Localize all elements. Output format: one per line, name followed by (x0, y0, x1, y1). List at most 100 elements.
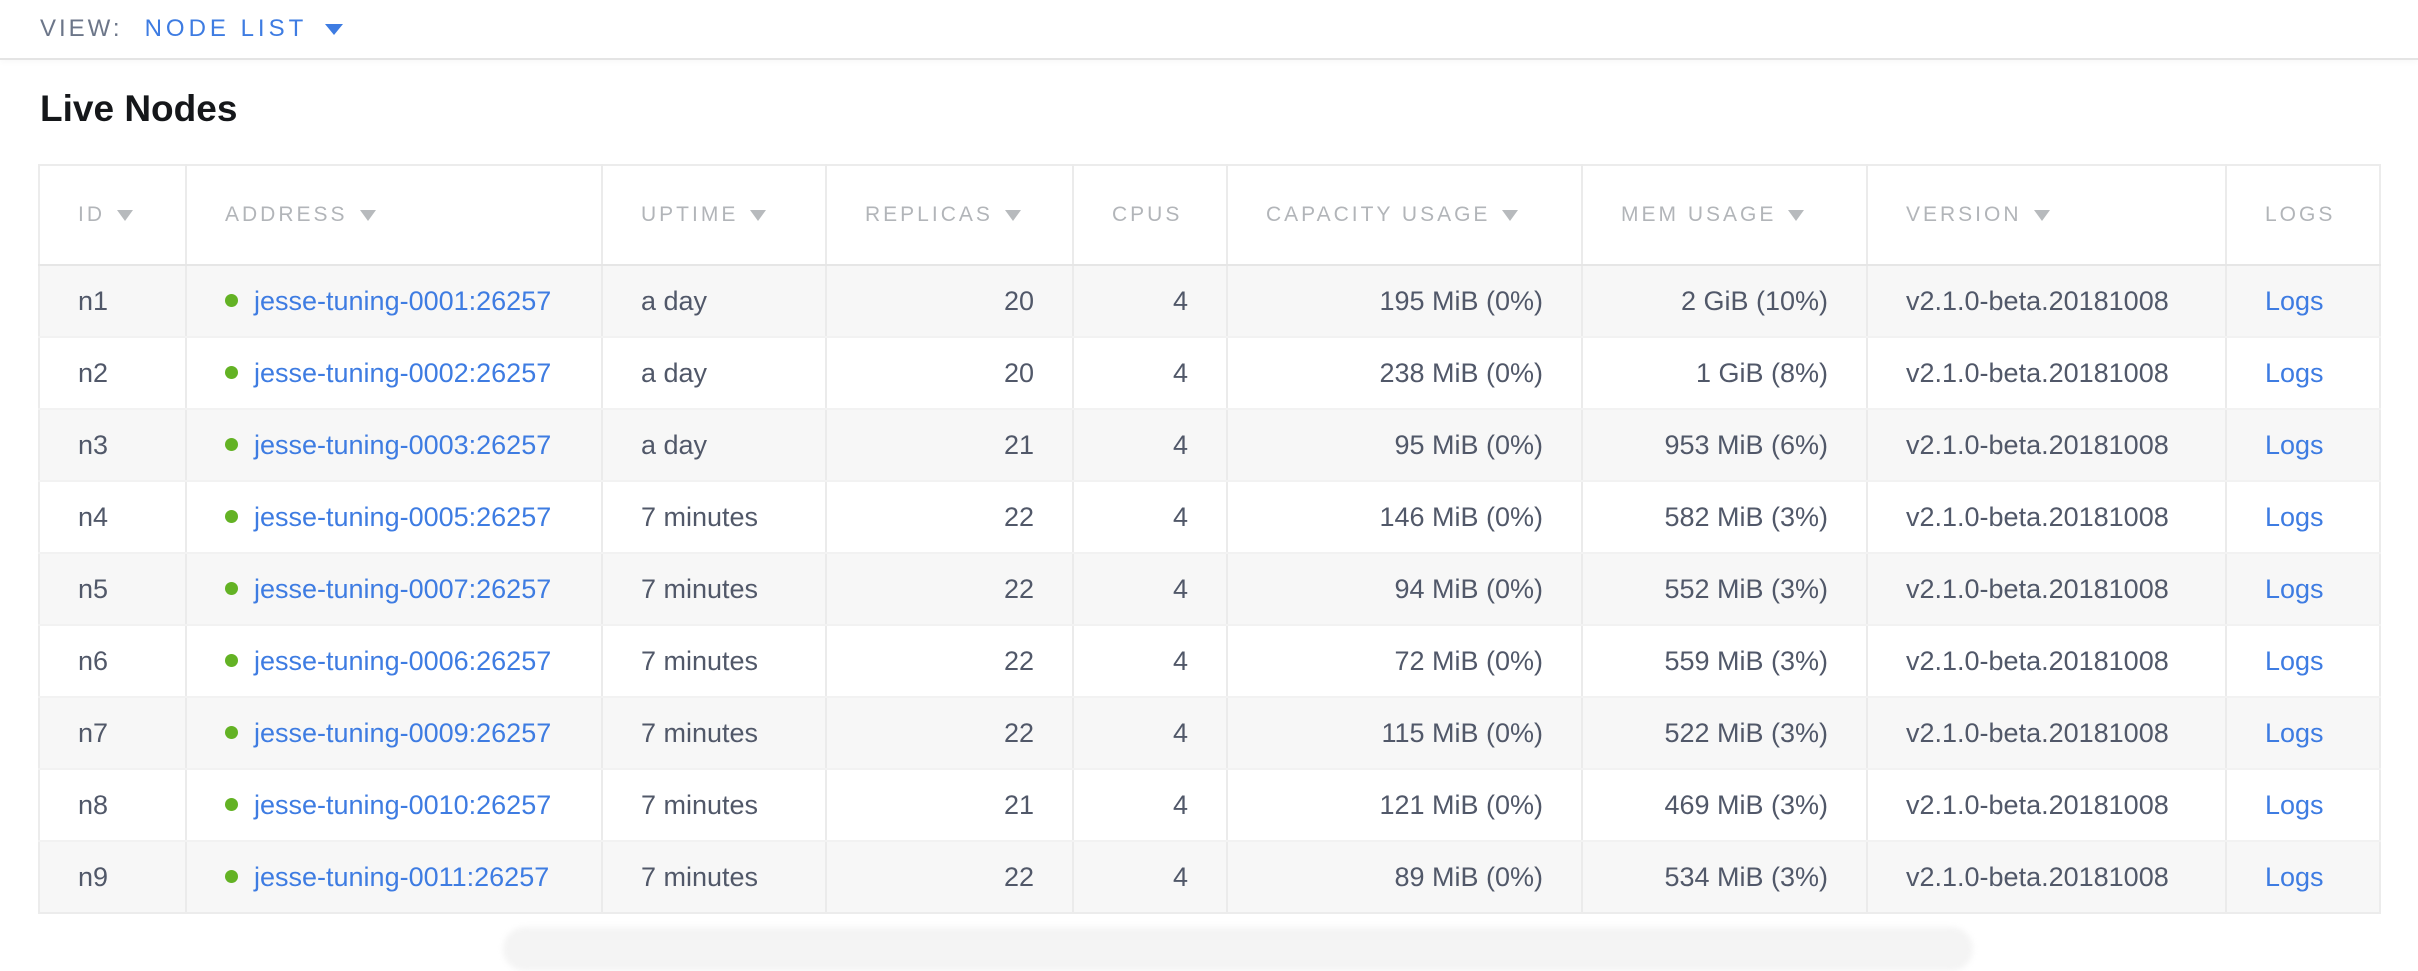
chevron-down-icon (325, 23, 344, 35)
cell-cpus: 4 (1072, 265, 1227, 338)
column-header-uptime[interactable]: UPTIME (601, 165, 826, 266)
node-address-cell: jesse-tuning-0010:26257 (185, 769, 602, 842)
table-row: n6 jesse-tuning-0006:26257 7 minutes 22 4 72 … (39, 625, 2380, 698)
cell-replicas: 20 (825, 265, 1073, 338)
cell-cpus: 4 (1072, 697, 1227, 770)
node-address-link[interactable]: jesse-tuning-0007:26257 (254, 573, 552, 604)
node-logs-link[interactable]: Logs (2265, 501, 2324, 532)
node-health-icon (225, 509, 238, 523)
node-health-icon (225, 437, 238, 451)
node-logs-cell: Logs (2225, 481, 2380, 554)
node-logs-link[interactable]: Logs (2265, 789, 2324, 820)
node-logs-cell: Logs (2225, 553, 2380, 626)
cell-capacity: 146 MiB (0%) (1226, 481, 1582, 554)
column-header-address[interactable]: ADDRESS (185, 165, 602, 266)
cell-replicas: 21 (825, 769, 1073, 842)
cell-capacity: 115 MiB (0%) (1226, 697, 1582, 770)
node-logs-link[interactable]: Logs (2265, 285, 2324, 316)
node-address-link[interactable]: jesse-tuning-0010:26257 (254, 789, 552, 820)
node-address-link[interactable]: jesse-tuning-0011:26257 (254, 861, 550, 892)
table-row: n1 jesse-tuning-0001:26257 a day 20 4 195 MiB… (39, 265, 2380, 338)
sort-desc-caret-icon (1004, 210, 1021, 221)
cell-uptime: 7 minutes (601, 769, 826, 842)
node-address-cell: jesse-tuning-0006:26257 (185, 625, 602, 698)
cell-mem: 2 GiB (10%) (1581, 265, 1867, 338)
node-logs-cell: Logs (2225, 265, 2380, 338)
page-title: Live Nodes (40, 88, 238, 129)
node-logs-cell: Logs (2225, 841, 2380, 914)
node-address-cell: jesse-tuning-0005:26257 (185, 481, 602, 554)
table-row: n8 jesse-tuning-0010:26257 7 minutes 21 4 121… (39, 769, 2380, 842)
node-logs-link[interactable]: Logs (2265, 429, 2324, 460)
cell-cpus: 4 (1072, 409, 1227, 482)
cell-capacity: 72 MiB (0%) (1226, 625, 1582, 698)
cell-uptime: 7 minutes (601, 697, 826, 770)
node-address-link[interactable]: jesse-tuning-0002:26257 (254, 357, 552, 388)
sort-desc-caret-icon (1788, 210, 1805, 221)
cell-version: v2.1.0-beta.20181008 (1866, 265, 2226, 338)
node-address-link[interactable]: jesse-tuning-0001:26257 (254, 285, 552, 316)
node-health-icon (225, 869, 238, 883)
node-health-icon (225, 365, 238, 379)
node-address-cell: jesse-tuning-0003:26257 (185, 409, 602, 482)
node-address-cell: jesse-tuning-0001:26257 (185, 265, 602, 338)
cell-id: n6 (39, 625, 186, 698)
cell-capacity: 121 MiB (0%) (1226, 769, 1582, 842)
node-address-cell: jesse-tuning-0002:26257 (185, 337, 602, 410)
cell-mem: 534 MiB (3%) (1581, 841, 1867, 914)
column-header-mem[interactable]: MEM USAGE (1581, 165, 1867, 266)
node-health-icon (225, 797, 238, 811)
cell-mem: 552 MiB (3%) (1581, 553, 1867, 626)
cell-replicas: 20 (825, 337, 1073, 410)
node-address-link[interactable]: jesse-tuning-0009:26257 (254, 717, 552, 748)
cell-id: n9 (39, 841, 186, 914)
cell-replicas: 22 (825, 481, 1073, 554)
node-address-link[interactable]: jesse-tuning-0003:26257 (254, 429, 552, 460)
cell-uptime: a day (601, 337, 826, 410)
table-header-row: ID ADDRESS UPTIME REPLICAS CPUS CAPACITY USAG… (39, 165, 2380, 266)
node-logs-link[interactable]: Logs (2265, 861, 2324, 892)
sort-desc-caret-icon (1502, 210, 1519, 221)
node-logs-link[interactable]: Logs (2265, 645, 2324, 676)
node-health-icon (225, 653, 238, 667)
column-header-logs: LOGS (2225, 165, 2380, 266)
column-header-id[interactable]: ID (39, 165, 186, 266)
cell-mem: 1 GiB (8%) (1581, 337, 1867, 410)
cell-uptime: 7 minutes (601, 625, 826, 698)
cell-capacity: 89 MiB (0%) (1226, 841, 1582, 914)
column-header-replicas[interactable]: REPLICAS (825, 165, 1073, 266)
node-address-link[interactable]: jesse-tuning-0005:26257 (254, 501, 552, 532)
cell-version: v2.1.0-beta.20181008 (1866, 409, 2226, 482)
view-label: VIEW: (40, 15, 123, 42)
cell-id: n5 (39, 553, 186, 626)
column-header-cpus: CPUS (1072, 165, 1227, 266)
cell-mem: 559 MiB (3%) (1581, 625, 1867, 698)
node-logs-link[interactable]: Logs (2265, 573, 2324, 604)
cell-cpus: 4 (1072, 481, 1227, 554)
view-selector-dropdown[interactable]: NODE LIST (145, 15, 344, 43)
node-logs-cell: Logs (2225, 409, 2380, 482)
node-logs-link[interactable]: Logs (2265, 717, 2324, 748)
below-fold-element-shadow (503, 927, 1973, 971)
table-row: n7 jesse-tuning-0009:26257 7 minutes 22 4 115… (39, 697, 2380, 770)
column-header-capacity[interactable]: CAPACITY USAGE (1226, 165, 1582, 266)
cell-version: v2.1.0-beta.20181008 (1866, 625, 2226, 698)
cell-uptime: a day (601, 265, 826, 338)
cell-version: v2.1.0-beta.20181008 (1866, 697, 2226, 770)
cell-capacity: 195 MiB (0%) (1226, 265, 1582, 338)
cell-version: v2.1.0-beta.20181008 (1866, 481, 2226, 554)
node-logs-link[interactable]: Logs (2265, 357, 2324, 388)
column-header-label: CPUS (1112, 203, 1183, 226)
sort-desc-caret-icon (750, 210, 767, 221)
cell-uptime: a day (601, 409, 826, 482)
cell-uptime: 7 minutes (601, 841, 826, 914)
cell-replicas: 22 (825, 553, 1073, 626)
column-header-label: ADDRESS (225, 203, 348, 226)
cell-cpus: 4 (1072, 337, 1227, 410)
cell-version: v2.1.0-beta.20181008 (1866, 769, 2226, 842)
sort-desc-caret-icon (2033, 210, 2050, 221)
node-address-link[interactable]: jesse-tuning-0006:26257 (254, 645, 552, 676)
cell-id: n1 (39, 265, 186, 338)
sort-desc-caret-icon (359, 210, 376, 221)
column-header-version[interactable]: VERSION (1866, 165, 2226, 266)
